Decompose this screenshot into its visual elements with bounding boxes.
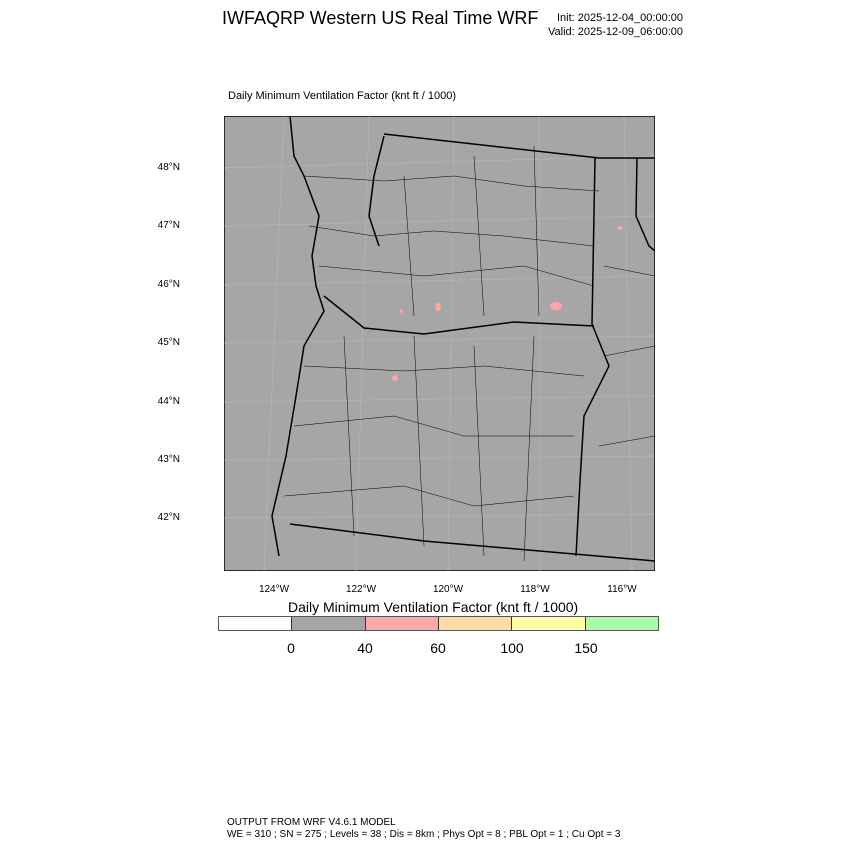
colorbar-label: 150 [574, 640, 598, 656]
graticule [224, 116, 655, 571]
idaho-border [575, 157, 610, 557]
contour-40-60 [550, 302, 562, 310]
footer-model: OUTPUT FROM WRF V4.6.1 MODEL [227, 817, 396, 828]
lon-label: 124°W [258, 584, 290, 595]
contour-40-60 [617, 226, 623, 230]
contour-40-60 [435, 303, 441, 311]
lat-label: 42°N [157, 512, 180, 523]
colorbar-swatch [219, 617, 293, 630]
colorbar-label: 100 [500, 640, 524, 656]
colorbar-title: Daily Minimum Ventilation Factor (knt ft… [288, 599, 579, 615]
lon-label: 118°W [520, 584, 550, 595]
colorbar [218, 616, 659, 631]
lat-label: 47°N [157, 220, 180, 231]
county-boundaries [283, 145, 655, 562]
map-background [224, 116, 655, 571]
coastline [271, 116, 325, 557]
plot-title: IWFAQRP Western US Real Time WRF [222, 8, 539, 28]
or-ca-border [289, 523, 655, 562]
contour-40-60 [399, 309, 403, 313]
lat-label: 46°N [157, 279, 180, 290]
contour-40-60 [392, 375, 398, 381]
colorbar-swatch [292, 617, 366, 630]
lon-label: 122°W [345, 584, 377, 595]
colorbar-label: 60 [430, 640, 446, 656]
lat-label: 48°N [157, 162, 180, 173]
colorbar-swatch [438, 617, 513, 630]
map-plot [224, 116, 655, 571]
colorbar-swatch [585, 617, 658, 630]
wa-or-border [323, 295, 595, 335]
lat-label: 44°N [157, 396, 180, 407]
plot-subtitle: Daily Minimum Ventilation Factor (knt ft… [228, 90, 457, 102]
montana-border [635, 157, 655, 252]
puget-sound [368, 135, 385, 247]
init-time: Init: 2025-12-04_00:00:00 [557, 12, 683, 24]
footer-config: WE = 310 ; SN = 275 ; Levels = 38 ; Dis … [227, 829, 621, 840]
colorbar-label: 0 [287, 640, 295, 656]
ventilation-contours [392, 226, 623, 381]
lon-label: 116°W [607, 584, 637, 595]
state-boundaries [271, 116, 655, 562]
lon-label: 120°W [432, 584, 464, 595]
colorbar-swatch [365, 617, 439, 630]
lat-label: 43°N [157, 454, 180, 465]
colorbar-label: 40 [357, 640, 373, 656]
lat-label: 45°N [157, 337, 180, 348]
valid-time: Valid: 2025-12-09_06:00:00 [548, 26, 683, 38]
colorbar-swatch [512, 617, 586, 630]
